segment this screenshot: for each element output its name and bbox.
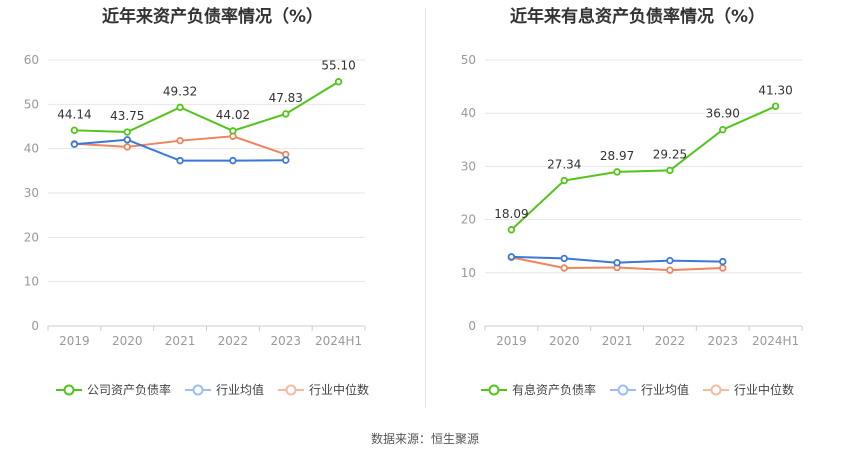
panel-divider <box>425 8 426 408</box>
series-main-point[interactable] <box>560 176 568 185</box>
legend-item-industry-median[interactable]: 行业中位数 <box>278 381 369 398</box>
data-label: 43.75 <box>110 109 144 123</box>
x-tick-label: 2022 <box>655 334 686 348</box>
legend-label: 行业中位数 <box>309 383 370 397</box>
series-main-point[interactable] <box>613 168 621 176</box>
x-tick-label: 2020 <box>112 334 143 348</box>
x-tick-label: 2021 <box>165 334 196 348</box>
series-industry-median-point[interactable] <box>282 150 290 159</box>
chart-legend: 有息资产负债率 行业均值 行业中位数 <box>425 381 850 398</box>
y-tick-label: 20 <box>461 213 476 227</box>
legend-item-industry-median[interactable]: 行业中位数 <box>703 381 794 398</box>
legend-marker-main <box>55 384 82 395</box>
chart-title: 近年来有息资产负债率情况（%） <box>509 7 766 27</box>
legend-item-industry-avg[interactable]: 行业均值 <box>609 381 689 398</box>
data-label: 55.10 <box>321 59 355 73</box>
series-main-point[interactable] <box>771 102 780 110</box>
legend-item-industry-avg[interactable]: 行业均值 <box>184 381 264 398</box>
x-tick-label: 2024H1 <box>752 334 799 348</box>
series-industry-avg-point[interactable] <box>613 258 621 267</box>
data-label: 28.97 <box>600 149 634 163</box>
series-industry-avg-point[interactable] <box>666 256 674 265</box>
chart-panel-interest-bearing: 近年来有息资产负债率情况（%） 0 10 20 30 40 50 2019 2020 2021 2… <box>425 0 850 410</box>
data-label: 44.02 <box>216 108 250 122</box>
line-chart-asset-liability: 0 10 20 30 40 50 60 2019 2020 2021 2022 2023 2024H1 4… <box>24 53 366 348</box>
legend-marker-main <box>480 384 507 395</box>
y-tick-label: 50 <box>461 53 476 67</box>
legend-item-company[interactable]: 公司资产负债率 <box>55 381 171 398</box>
chart-legend: 公司资产负债率 行业均值 行业中位数 <box>0 381 425 398</box>
y-tick-label: 40 <box>461 106 476 120</box>
series-main-point[interactable] <box>176 103 184 112</box>
series-main-line <box>510 105 776 231</box>
y-tick-label: 0 <box>31 319 39 333</box>
series-industry-median-point[interactable] <box>666 266 674 274</box>
legend-label: 有息资产负债率 <box>511 383 596 397</box>
legend-marker-avg <box>184 384 211 395</box>
data-source: 数据来源：恒生聚源 <box>370 432 479 446</box>
x-tick-label: 2022 <box>218 334 249 348</box>
y-tick-label: 10 <box>461 266 476 280</box>
y-tick-label: 30 <box>461 159 476 173</box>
legend-label: 公司资产负债率 <box>86 383 171 397</box>
line-chart-interest-bearing: 0 10 20 30 40 50 2019 2020 2021 2022 2023 2024H1 18.… <box>461 53 803 348</box>
data-label: 47.83 <box>269 91 303 105</box>
legend-marker-avg <box>609 384 636 395</box>
series-industry-avg-point[interactable] <box>123 136 131 144</box>
x-tick-label: 2020 <box>549 334 580 348</box>
series-industry-median-point[interactable] <box>176 136 184 145</box>
series-main-point[interactable] <box>719 125 727 134</box>
data-label: 18.09 <box>494 207 528 221</box>
y-tick-label: 10 <box>24 275 39 289</box>
series-main-point[interactable] <box>507 226 516 234</box>
legend-label: 行业均值 <box>640 383 689 397</box>
y-tick-label: 20 <box>24 230 39 244</box>
series-main-point[interactable] <box>334 78 343 86</box>
legend-marker-median <box>703 384 729 395</box>
legend-item-interest-bearing[interactable]: 有息资产负债率 <box>480 381 596 398</box>
y-tick-label: 30 <box>24 186 39 200</box>
data-label: 36.90 <box>706 107 740 121</box>
series-industry-avg-point[interactable] <box>176 156 184 165</box>
series-main-line <box>74 80 340 134</box>
data-label: 29.25 <box>653 147 687 161</box>
data-label: 44.14 <box>57 107 91 121</box>
x-tick-label: 2021 <box>602 334 633 348</box>
series-industry-median-point[interactable] <box>560 264 568 272</box>
legend-marker-median <box>278 384 304 395</box>
x-tick-label: 2024H1 <box>315 334 362 348</box>
legend-label: 行业中位数 <box>734 383 795 397</box>
x-tick-label: 2023 <box>707 334 738 348</box>
legend-label: 行业均值 <box>215 383 264 397</box>
y-tick-label: 0 <box>468 319 476 333</box>
data-label: 49.32 <box>163 84 197 98</box>
series-industry-avg-point[interactable] <box>229 156 237 165</box>
x-tick-label: 2019 <box>496 334 527 348</box>
x-tick-label: 2019 <box>59 334 90 348</box>
series-industry-avg-point[interactable] <box>560 254 568 263</box>
series-industry-avg-point[interactable] <box>70 140 79 148</box>
y-tick-label: 50 <box>24 97 39 111</box>
series-industry-avg-point[interactable] <box>282 156 290 164</box>
data-label: 41.30 <box>758 83 792 97</box>
series-industry-median-point[interactable] <box>123 143 131 151</box>
data-label: 27.34 <box>547 158 581 172</box>
series-industry-avg-point[interactable] <box>719 257 727 266</box>
series-main-point[interactable] <box>282 110 290 118</box>
chart-title: 近年来资产负债率情况（%） <box>101 7 324 27</box>
chart-panel-asset-liability: 近年来资产负债率情况（%） 0 10 20 30 40 50 60 2019 2020 2021 2… <box>0 0 425 410</box>
x-tick-label: 2023 <box>270 334 301 348</box>
series-industry-median-point[interactable] <box>719 264 727 272</box>
y-tick-label: 40 <box>24 142 39 156</box>
y-tick-label: 60 <box>24 53 39 67</box>
series-main-point[interactable] <box>123 128 131 136</box>
series-main-point[interactable] <box>70 126 79 135</box>
series-main-point[interactable] <box>229 127 237 135</box>
series-industry-avg-point[interactable] <box>507 253 516 261</box>
series-main-point[interactable] <box>666 166 674 175</box>
